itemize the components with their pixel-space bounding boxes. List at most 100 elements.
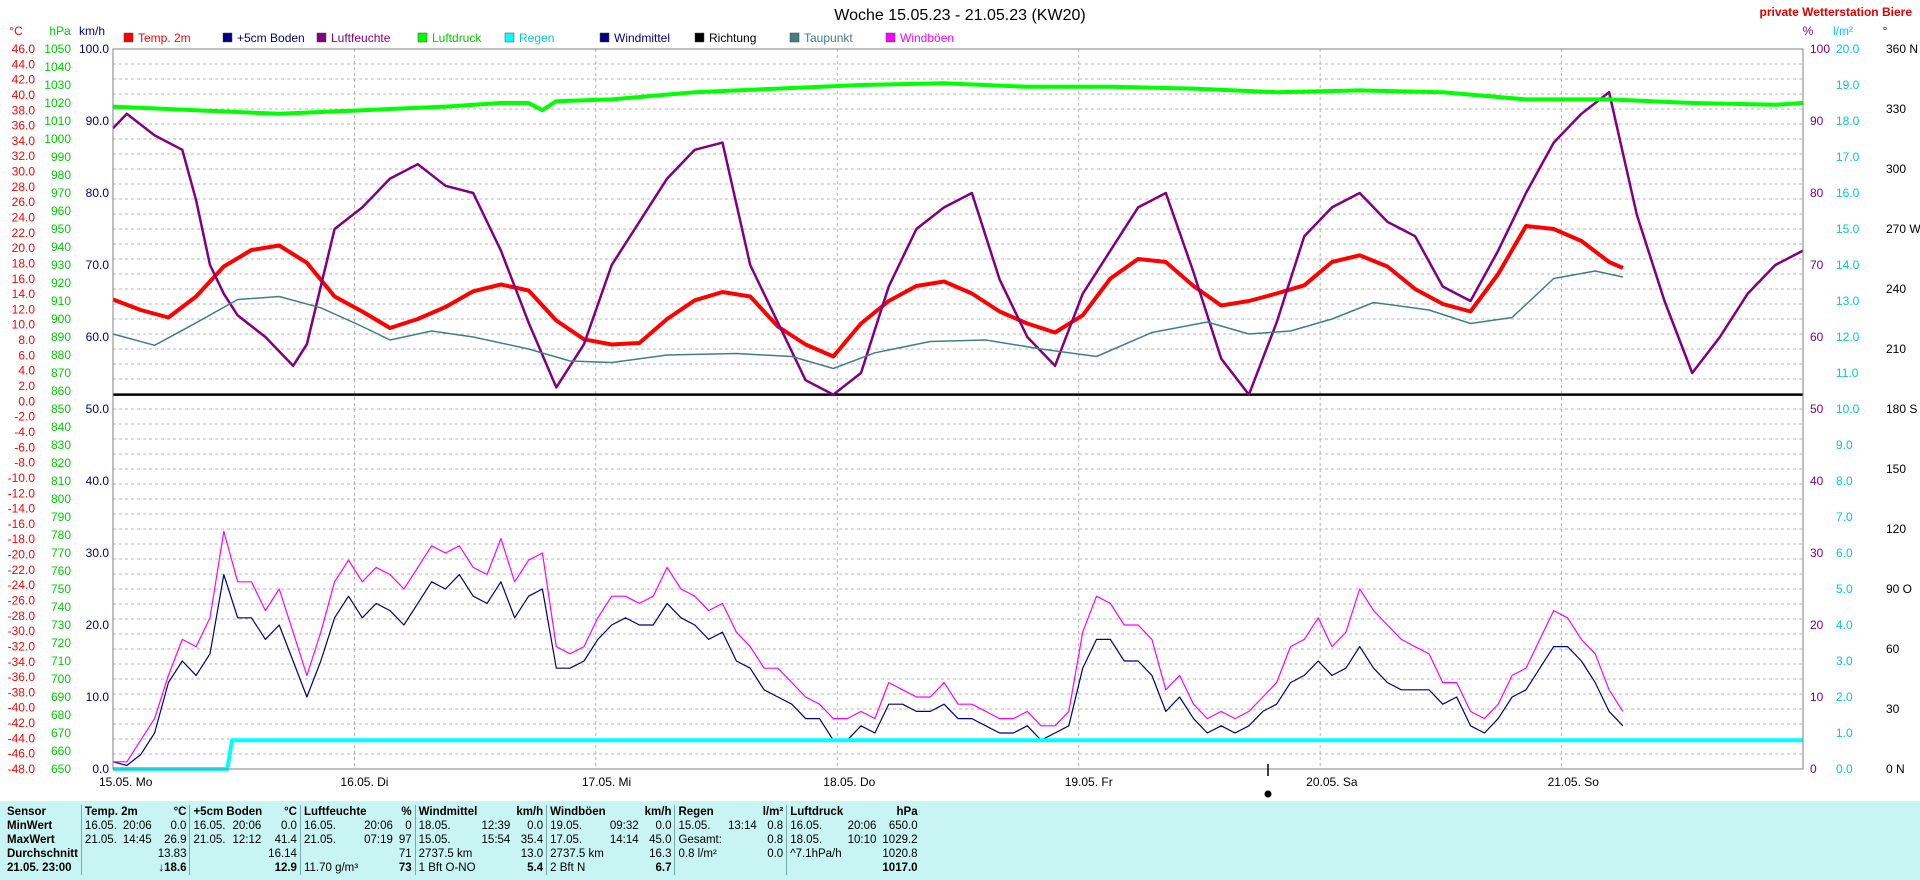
tick-temp: 38.0 xyxy=(12,103,36,117)
tick-wind: 20.0 xyxy=(86,618,110,632)
stats-cell: 2737.5 km xyxy=(546,847,607,861)
tick-humidity: 40 xyxy=(1810,474,1824,488)
tick-temp: 26.0 xyxy=(12,195,36,209)
tick-humidity: 100 xyxy=(1810,42,1830,56)
stats-cell: 16.05. xyxy=(189,819,230,833)
tick-temp: -42.0 xyxy=(8,716,36,730)
stats-cell: 12:39 xyxy=(481,820,511,832)
stats-unit: % xyxy=(401,806,412,818)
stats-cell xyxy=(607,861,642,875)
tick-humidity: 30 xyxy=(1810,546,1824,560)
stats-cell: 09:32 xyxy=(609,820,639,832)
tick-pressure: 780 xyxy=(51,528,71,542)
tick-pressure: 920 xyxy=(51,276,71,290)
tick-pressure: 980 xyxy=(51,168,71,182)
stats-cell: 73 xyxy=(398,862,412,874)
axis-unit-pressure: hPa xyxy=(49,24,71,38)
stats-cell: 20:06 xyxy=(847,820,877,832)
stats-cell: 41.4 xyxy=(274,834,297,846)
tick-rain: 14.0 xyxy=(1836,258,1860,272)
tick-pressure: 900 xyxy=(51,312,71,326)
tick-humidity: 80 xyxy=(1810,186,1824,200)
x-axis-labels: 15.05. Mo 16.05. Di 17.05. Mi 18.05. Do 19.0… xyxy=(99,775,1599,789)
tick-pressure: 720 xyxy=(51,636,71,650)
legend-label: Windmittel xyxy=(614,31,670,45)
stats-cell: Gesamt: xyxy=(674,833,725,847)
tick-pressure: 760 xyxy=(51,564,71,578)
tick-rain: 12.0 xyxy=(1836,330,1860,344)
stats-cell: 1017.0 xyxy=(882,862,918,874)
stats-cell: ^7.1hPa/h xyxy=(786,847,845,861)
stats-cell: 650.0 xyxy=(888,820,918,832)
stats-cell: 11.70 g/m³ xyxy=(299,861,362,875)
tick-rain: 0.0 xyxy=(1836,762,1853,776)
stats-unit: hPa xyxy=(896,806,918,818)
tick-humidity: 90 xyxy=(1810,114,1824,128)
stats-cell: 15.05. xyxy=(674,819,725,833)
stats-cell xyxy=(120,861,155,875)
stats-cell xyxy=(674,861,725,875)
tick-pressure: 660 xyxy=(51,744,71,758)
stats-cell: 0.0 xyxy=(655,820,672,832)
tick-humidity: 0 xyxy=(1810,762,1817,776)
stats-cell: 16.14 xyxy=(268,848,297,860)
stats-cell xyxy=(725,861,760,875)
stats-cell: 21.05. xyxy=(189,833,230,847)
tick-temp: -24.0 xyxy=(8,578,36,592)
tick-pressure: 750 xyxy=(51,582,71,596)
stats-cell: 18.05. xyxy=(786,833,845,847)
series-luftdruck xyxy=(112,81,1804,116)
tick-direction: 330 xyxy=(1886,102,1906,116)
legend-swatch xyxy=(885,32,896,43)
stats-header: Sensor xyxy=(7,806,46,818)
tick-direction: 360 N xyxy=(1886,42,1918,56)
tick-rain: 10.0 xyxy=(1836,402,1860,416)
stats-header: +5cm Boden xyxy=(189,805,266,819)
tick-temp: -18.0 xyxy=(8,532,36,546)
stats-cell: 2 Bft N xyxy=(546,861,607,875)
tick-rain: 5.0 xyxy=(1836,582,1853,596)
stats-cell: 0.8 xyxy=(767,820,784,832)
legend-label: +5cm Boden xyxy=(237,31,305,45)
tick-pressure: 840 xyxy=(51,420,71,434)
tick-temp: 22.0 xyxy=(12,226,36,240)
stats-unit: °C xyxy=(284,806,297,818)
stats-header: Windböen xyxy=(546,805,642,819)
tick-temp: -22.0 xyxy=(8,563,36,577)
tick-temp: 24.0 xyxy=(12,211,36,225)
stats-cell: 16.05. xyxy=(80,819,120,833)
tick-temp: -10.0 xyxy=(8,471,36,485)
tick-wind: 50.0 xyxy=(86,402,110,416)
x-label: 15.05. Mo xyxy=(99,775,153,789)
stats-cell: 16.3 xyxy=(649,848,672,860)
tick-rain: 15.0 xyxy=(1836,222,1860,236)
tick-rain: 18.0 xyxy=(1836,114,1860,128)
stats-cell: 5.4 xyxy=(527,862,544,874)
legend-swatch xyxy=(599,32,610,43)
tick-temp: 40.0 xyxy=(12,88,36,102)
tick-pressure: 690 xyxy=(51,690,71,704)
stats-cell xyxy=(189,847,230,861)
stats-cell xyxy=(361,861,396,875)
stats-cell xyxy=(845,847,880,861)
stats-cell: 97 xyxy=(398,834,412,846)
tick-rain: 13.0 xyxy=(1836,294,1860,308)
stats-cell: 1029.2 xyxy=(882,834,918,846)
stats-cell: 12.9 xyxy=(274,862,297,874)
stats-header: Regen xyxy=(674,805,760,819)
tick-direction: 120 xyxy=(1886,522,1906,536)
tick-direction: 60 xyxy=(1886,642,1900,656)
grid xyxy=(113,48,1803,770)
tick-temp: -2.0 xyxy=(14,410,35,424)
stats-cell xyxy=(725,847,760,861)
tick-temp: -48.0 xyxy=(8,762,36,776)
stats-cell: 0.0 xyxy=(170,820,187,832)
tick-temp: 46.0 xyxy=(12,42,36,56)
stats-cell xyxy=(80,847,120,861)
stats-cell: 18.05. xyxy=(414,819,479,833)
tick-pressure: 650 xyxy=(51,762,71,776)
tick-temp: 6.0 xyxy=(18,348,35,362)
tick-pressure: 670 xyxy=(51,726,71,740)
stats-cell: 0.0 xyxy=(767,848,784,860)
tick-direction: 30 xyxy=(1886,702,1900,716)
